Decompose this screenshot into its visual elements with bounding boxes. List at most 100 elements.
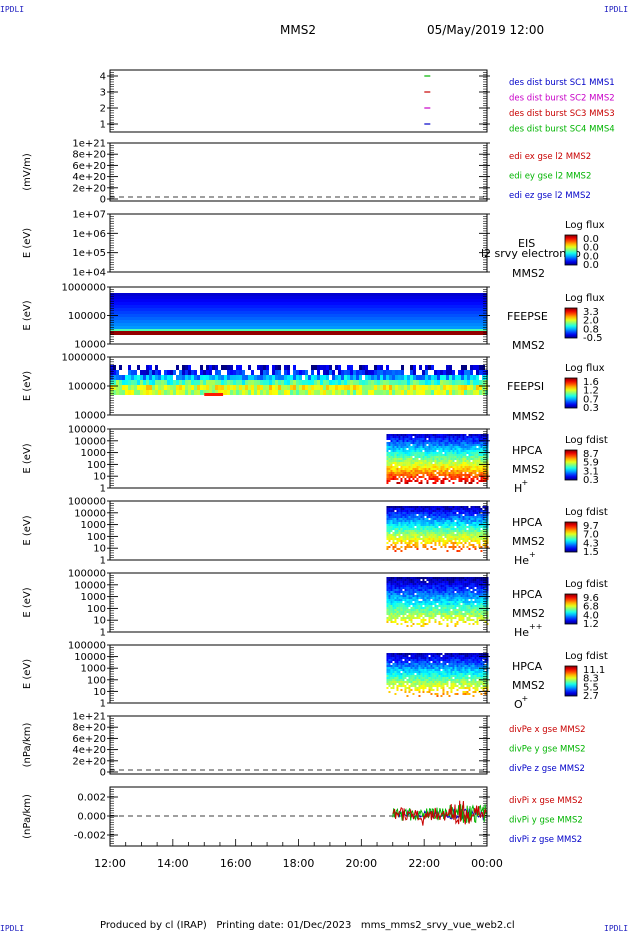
legend-label-divpi-2: divPi z gse MMS2 <box>509 835 582 845</box>
spacecraft-label-eis: MMS2 <box>512 267 545 280</box>
panel-frame-edi <box>109 142 488 202</box>
colorbar-tick-hpca_h-1: 5.9 <box>583 458 599 469</box>
x-tick-label-0: 12:00 <box>94 857 126 870</box>
colorbar-tick-eis-2: 0.0 <box>583 251 599 262</box>
spacecraft-label-hpca_he: MMS2 <box>512 535 545 548</box>
species-charge-hpca_hepp: ++ <box>529 622 542 631</box>
legend-label-dist-1: des dist burst SC2 MMS2 <box>509 94 615 104</box>
colorbar-tick-hpca_hepp-1: 6.8 <box>583 602 599 613</box>
y-tick-label-hpca_hepp-2: 1000 <box>81 592 106 603</box>
colorbar-tick-feepse-0: 3.3 <box>583 307 599 318</box>
x-tick-label-3: 18:00 <box>283 857 315 870</box>
colorbar-feepsi <box>564 377 578 409</box>
y-tick-label-feepsi-0: 1000000 <box>61 353 106 364</box>
y-tick-label-eis-1: 1e+06 <box>72 229 106 240</box>
y-tick-label-eis-0: 1e+07 <box>72 210 106 221</box>
colorbar-tick-hpca_he-3: 1.5 <box>583 547 599 558</box>
y-axis-label-hpca_he: E (eV) <box>22 515 33 545</box>
y-tick-label-dist-0: 4 <box>100 72 106 83</box>
colorbar-tick-hpca_hepp-2: 4.0 <box>583 610 599 621</box>
y-tick-label-hpca_he-5: 1 <box>100 556 106 567</box>
y-tick-label-hpca_he-3: 100 <box>87 532 106 543</box>
y-tick-label-hpca_o-1: 10000 <box>74 652 106 663</box>
colorbar-tick-feepsi-0: 1.6 <box>583 377 599 388</box>
colorbar-tick-hpca_h-3: 0.3 <box>583 475 599 486</box>
panel-dist: 4 3 2 1 des dist burst SC1 MMS1 des dist burs… <box>100 69 615 135</box>
y-tick-label-hpca_h-1: 10000 <box>74 436 106 447</box>
colorbar-title-eis: Log flux <box>565 220 605 231</box>
species-charge-hpca_he: + <box>529 550 536 559</box>
y-tick-label-divpi-2: -0.002 <box>74 831 106 842</box>
colorbar-hpca_hepp <box>564 593 578 625</box>
colorbar-title-hpca_hepp: Log fdist <box>565 579 608 590</box>
x-tick-label-4: 20:00 <box>345 857 377 870</box>
legend-label-edi-0: edi ex gse l2 MMS2 <box>509 152 591 162</box>
panel-frame-eis <box>109 213 488 273</box>
panel-frame-dist <box>109 69 488 133</box>
species-label-hpca_o: O <box>514 698 523 711</box>
y-tick-label-hpca_o-2: 1000 <box>81 664 106 675</box>
y-tick-label-hpca_hepp-0: 100000 <box>68 569 106 580</box>
instrument-label-feepse: FEEPSE <box>507 310 548 323</box>
legend-label-divpe-1: divPe y gse MMS2 <box>509 745 586 755</box>
y-tick-label-hpca_o-0: 100000 <box>68 641 106 652</box>
y-tick-label-hpca_h-2: 1000 <box>81 448 106 459</box>
legend-label-divpi-1: divPi y gse MMS2 <box>509 816 583 826</box>
spacecraft-label-feepse: MMS2 <box>512 339 545 352</box>
colorbar-tick-hpca_o-0: 11.1 <box>583 665 605 676</box>
colorbar-tick-eis-1: 0.0 <box>583 243 599 254</box>
y-tick-label-edi-1: 8e+20 <box>72 150 106 161</box>
y-tick-label-feepse-2: 10000 <box>74 340 106 351</box>
legend-label-divpi-0: divPi x gse MMS2 <box>509 796 583 806</box>
y-tick-label-edi-2: 6e+20 <box>72 161 106 172</box>
series-line-divpi-2 <box>392 800 487 826</box>
species-label-hpca_hepp: He <box>514 626 529 639</box>
y-tick-label-hpca_hepp-5: 1 <box>100 628 106 639</box>
x-tick-label-1: 14:00 <box>157 857 189 870</box>
instrument-label-hpca_hepp: HPCA <box>512 588 543 601</box>
y-tick-label-hpca_o-3: 100 <box>87 675 106 686</box>
colorbar-title-hpca_o: Log fdist <box>565 651 608 662</box>
colorbar-tick-feepsi-3: 0.3 <box>583 403 599 414</box>
instrument-label-eis: EIS <box>518 237 535 250</box>
colorbar-tick-hpca_he-2: 4.3 <box>583 538 599 549</box>
legend-label-divpe-2: divPe z gse MMS2 <box>509 764 585 774</box>
corner-label-bottom-right: IPDLI <box>604 924 629 933</box>
overlay-label-eis: l2 srvy electron to <box>481 247 581 260</box>
corner-label-bottom-left: IPDLI <box>0 924 25 933</box>
colorbar-tick-hpca_h-0: 8.7 <box>583 449 599 460</box>
colorbar-eis <box>564 234 578 266</box>
colorbar-tick-feepse-3: -0.5 <box>583 333 603 344</box>
colorbar-tick-hpca_hepp-0: 9.6 <box>583 593 599 604</box>
y-axis-label-hpca_o: E (eV) <box>22 659 33 689</box>
colorbar-tick-feepsi-1: 1.2 <box>583 386 599 397</box>
panel-feepse: 1000000 100000 10000 E (eV) FEEPSE MMS2 Log fl… <box>22 283 605 353</box>
x-axis: 12:00 14:00 16:00 18:00 20:00 22:00 00:00 <box>94 839 503 870</box>
y-tick-label-divpe-0: 1e+21 <box>72 712 106 723</box>
y-tick-label-hpca_he-1: 10000 <box>74 508 106 519</box>
y-tick-label-feepse-0: 1000000 <box>61 283 106 294</box>
colorbar-tick-hpca_he-0: 9.7 <box>583 521 599 532</box>
y-tick-label-divpe-3: 4e+20 <box>72 745 106 756</box>
y-tick-label-hpca_o-5: 1 <box>100 699 106 710</box>
header-spacecraft: MMS2 <box>280 23 316 37</box>
panel-frame-divpe <box>109 715 488 775</box>
y-tick-label-hpca_he-2: 1000 <box>81 520 106 531</box>
legend-label-dist-2: des dist burst SC3 MMS3 <box>509 109 615 119</box>
y-axis-label-eis: E (eV) <box>22 228 33 258</box>
x-tick-label-6: 00:00 <box>471 857 503 870</box>
y-tick-label-hpca_h-5: 1 <box>100 484 106 495</box>
y-tick-label-edi-4: 2e+20 <box>72 183 106 194</box>
y-tick-label-edi-5: 0 <box>100 195 106 206</box>
panel-feepsi: 1000000 100000 10000 E (eV) FEEPSI MMS2 Log fl… <box>22 353 605 424</box>
series-line-divpi-1 <box>392 804 487 824</box>
colorbar-hpca_h <box>564 449 578 481</box>
colorbar-tick-feepse-2: 0.8 <box>583 324 599 335</box>
header-date: 05/May/2019 12:00 <box>427 23 545 37</box>
colorbar-tick-hpca_o-1: 8.3 <box>583 674 599 685</box>
